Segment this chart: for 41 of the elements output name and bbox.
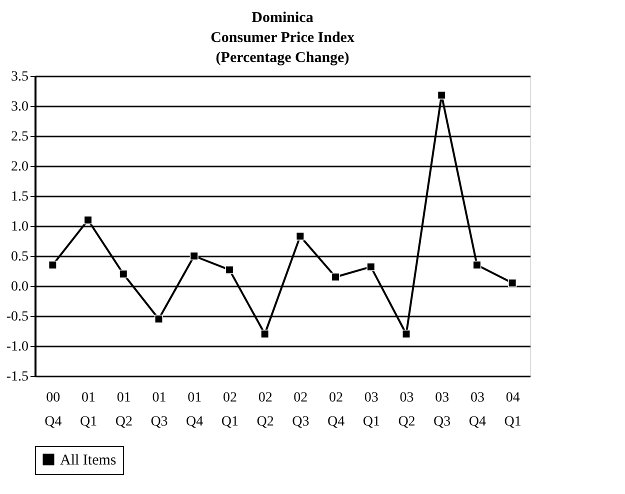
y-tick-label: -1.5	[6, 370, 28, 384]
x-tick-label: 03 Q3	[434, 390, 451, 430]
point	[331, 272, 340, 282]
y-tick-label: 0.0	[11, 280, 28, 294]
x-tick-label: 00 Q4	[44, 390, 62, 430]
x-tick-label: 02 Q4	[327, 390, 345, 430]
x-tick-label: 02 Q3	[292, 390, 310, 430]
x-tick-label: 03 Q1	[362, 390, 380, 430]
y-tick-label: 0.5	[11, 250, 28, 264]
y-tick-label: 2.0	[11, 160, 28, 174]
point	[84, 216, 92, 224]
point	[402, 330, 411, 338]
y-tick-label: -1.0	[6, 340, 28, 354]
x-tick-label: 01 Q2	[115, 390, 132, 430]
point	[48, 260, 57, 270]
x-tick-label: 04 Q1	[504, 390, 522, 430]
point	[472, 260, 482, 270]
x-tick-label: 01 Q3	[150, 390, 168, 430]
point	[296, 232, 304, 240]
x-tick-label: 01 Q4	[186, 390, 204, 430]
point	[190, 252, 198, 260]
point	[437, 90, 446, 100]
point	[154, 314, 164, 324]
legend-label: All Items	[60, 452, 116, 468]
y-tick-label: 1.5	[11, 190, 28, 204]
point	[260, 330, 270, 338]
y-tick-label: 3.0	[11, 100, 28, 114]
x-tick-label: 03 Q2	[398, 390, 416, 430]
x-tick-label: 01 Q1	[80, 390, 98, 430]
y-tick-label: 2.5	[11, 130, 28, 144]
x-tick-label: 02 Q2	[256, 390, 274, 430]
chart-title: Dominica Consumer Price Index (Percentage Change)	[210, 10, 355, 66]
y-tick-label: 3.5	[11, 70, 28, 84]
point	[225, 266, 234, 274]
x-tick-label: 03 Q4	[468, 390, 486, 430]
y-tick-label: 1.0	[11, 220, 28, 234]
x-tick-label: 02 Q1	[221, 390, 239, 430]
point	[119, 270, 128, 278]
y-tick-label: -0.5	[6, 310, 28, 324]
point	[366, 262, 376, 272]
point	[508, 278, 517, 288]
